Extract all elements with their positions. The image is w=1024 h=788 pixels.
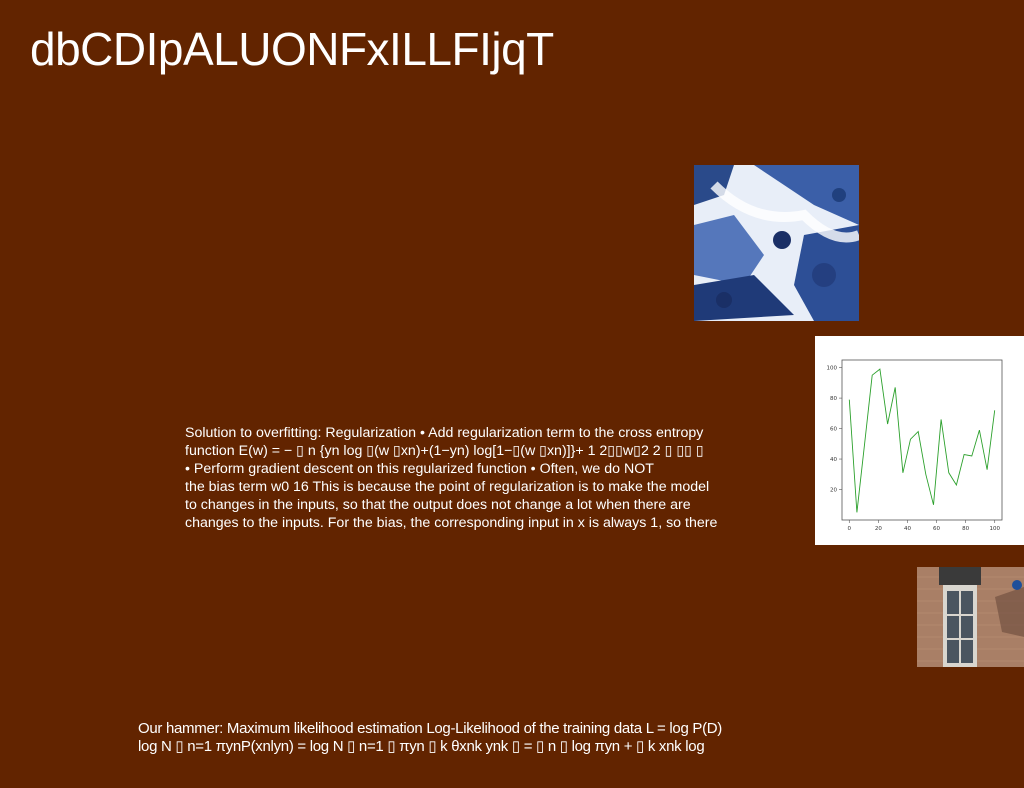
y-tick-label: 20 bbox=[830, 488, 837, 494]
x-tick-label: 60 bbox=[933, 526, 940, 532]
mle-text: Our hammer: Maximum likelihood estimatio… bbox=[138, 720, 818, 756]
series-line bbox=[848, 368, 996, 513]
line-chart: 0 20 40 60 80 100 20 40 60 80 100 bbox=[815, 336, 1024, 545]
plot-frame bbox=[841, 359, 1003, 521]
x-tick-label: 0 bbox=[848, 526, 852, 532]
text-line: the bias term w0 16 This is because the … bbox=[185, 479, 710, 495]
y-tick-label: 40 bbox=[830, 457, 837, 463]
text-line: Our hammer: Maximum likelihood estimatio… bbox=[138, 720, 722, 737]
text-line: Solution to overfitting: Regularization … bbox=[185, 425, 704, 441]
text-line: to changes in the inputs, so that the ou… bbox=[185, 497, 691, 513]
y-tick-label: 60 bbox=[830, 427, 837, 433]
x-tick-label: 40 bbox=[904, 526, 911, 532]
y-tick-label: 80 bbox=[830, 396, 837, 402]
x-tick-label: 20 bbox=[875, 526, 882, 532]
x-tick-label: 100 bbox=[989, 526, 1000, 532]
text-line: • Perform gradient descent on this regul… bbox=[185, 461, 654, 477]
text-line: changes to the inputs. For the bias, the… bbox=[185, 515, 718, 531]
slide-title: dbCDIpALUONFxILLFIjqT bbox=[30, 23, 554, 75]
text-line: function E(w) = − ▯ n {yn log ▯(w ▯xn)+(… bbox=[185, 443, 704, 459]
building-window-image bbox=[917, 567, 1024, 667]
snow-landscape-image bbox=[694, 165, 859, 321]
y-tick-label: 100 bbox=[827, 366, 838, 372]
x-tick-label: 80 bbox=[962, 526, 969, 532]
text-line: log N ▯ n=1 πynP(xnlyn) = log N ▯ n=1 ▯ … bbox=[138, 738, 705, 755]
regularization-text: Solution to overfitting: Regularization … bbox=[185, 424, 795, 532]
